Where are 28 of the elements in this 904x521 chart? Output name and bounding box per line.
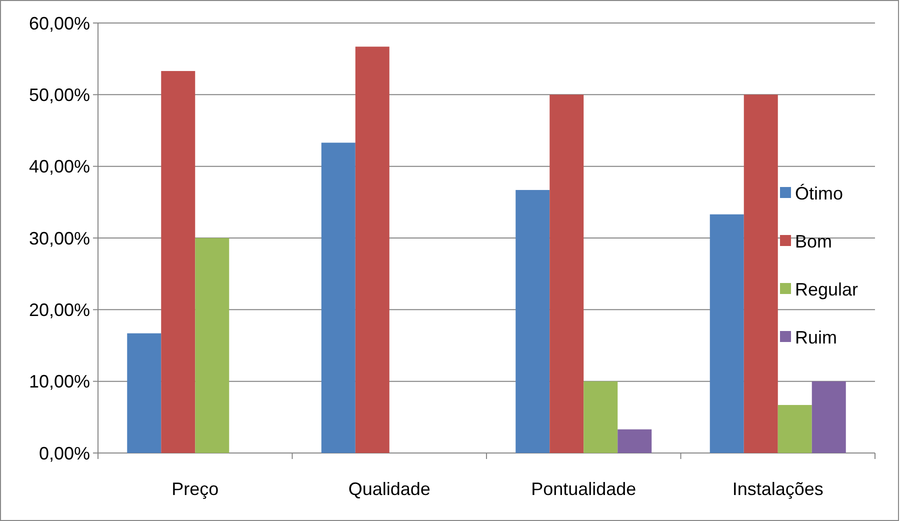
bar: [710, 214, 744, 453]
bar: [127, 333, 162, 453]
legend-label: Regular: [795, 279, 858, 300]
bar: [516, 190, 550, 453]
bar: [355, 46, 390, 453]
bar: [744, 94, 778, 453]
legend-label: Ruim: [795, 327, 838, 348]
x-tick-label: Pontualidade: [531, 479, 636, 499]
x-tick-label: Preço: [172, 479, 219, 499]
bar: [618, 429, 652, 453]
y-tick-label: 60,00%: [28, 13, 90, 34]
bar: [321, 142, 356, 453]
y-tick-label: 20,00%: [28, 300, 90, 320]
bar: [550, 94, 584, 453]
legend-label: Bom: [795, 231, 832, 252]
x-tick-label: Qualidade: [348, 479, 430, 499]
bar: [812, 381, 846, 453]
y-tick-label: 10,00%: [28, 372, 90, 392]
x-tick-label: Instalações: [732, 479, 824, 499]
bar: [778, 404, 812, 453]
bar: [195, 238, 230, 453]
legend-label: Ótimo: [795, 183, 844, 204]
bar: [584, 381, 618, 453]
y-tick-label: 0,00%: [38, 443, 90, 464]
bar: [161, 71, 196, 453]
y-tick-label: 50,00%: [28, 84, 90, 105]
y-tick-label: 40,00%: [28, 156, 90, 177]
y-tick-label: 30,00%: [28, 228, 90, 248]
